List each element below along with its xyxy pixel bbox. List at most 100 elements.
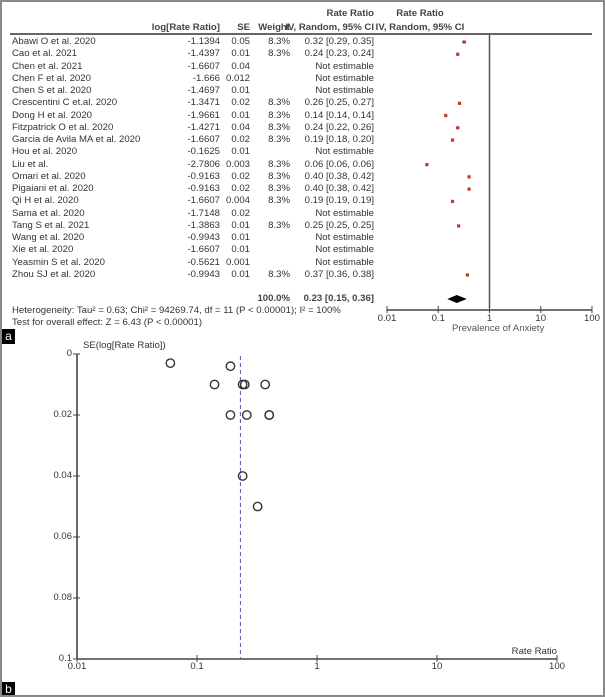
funnel-y-tick-label: 0 <box>66 348 72 359</box>
study-name: Wang et al. 2020 <box>12 232 85 244</box>
standard-error: 0.003 <box>225 158 250 170</box>
standard-error: 0.01 <box>231 85 250 97</box>
standard-error: 0.01 <box>231 244 250 256</box>
point-estimate <box>467 175 471 179</box>
study-name: Zhou SJ et al. 2020 <box>12 268 96 280</box>
standard-error: 0.02 <box>231 183 250 195</box>
rate-ratio-ci: 0.26 [0.25, 0.27] <box>304 97 374 109</box>
rate-ratio-ci: Not estimable <box>315 207 374 219</box>
standard-error: 0.01 <box>231 146 250 158</box>
point-estimate <box>450 138 455 142</box>
log-rate-ratio: -1.6607 <box>187 195 220 207</box>
study-name: Chen S et al. 2020 <box>12 85 92 97</box>
point-estimate <box>457 101 462 105</box>
weight: 8.3% <box>268 121 290 133</box>
log-rate-ratio: -1.6607 <box>187 60 220 72</box>
standard-error: 0.01 <box>231 48 250 60</box>
study-name: Qi H et al. 2020 <box>12 195 79 207</box>
point-estimate <box>444 113 448 118</box>
panel-label-b: b <box>2 682 15 695</box>
study-name: Liu et al. <box>12 158 49 170</box>
standard-error: 0.02 <box>231 134 250 146</box>
study-point <box>225 361 236 372</box>
rate-ratio-ci: Not estimable <box>315 72 374 84</box>
standard-error: 0.05 <box>231 36 250 47</box>
point-estimate <box>450 199 455 203</box>
forest-x-tick-label: 1 <box>486 313 493 324</box>
weight: 8.3% <box>268 195 290 207</box>
log-rate-ratio: -1.3863 <box>187 219 220 231</box>
rate-ratio-ci: 0.40 [0.38, 0.42] <box>304 170 374 182</box>
study-name: Sama et al. 2020 <box>12 207 85 219</box>
funnel-y-tick-label: 0.06 <box>53 531 73 542</box>
rate-ratio-ci: 0.37 [0.36, 0.38] <box>304 268 374 280</box>
rate-ratio-ci: Not estimable <box>315 85 374 97</box>
funnel-x-tick-label: 0.1 <box>190 661 204 672</box>
study-point <box>252 501 263 512</box>
rate-ratio-ci: 0.24 [0.22, 0.26] <box>304 121 374 133</box>
study-name: Omari et al. 2020 <box>12 170 86 182</box>
funnel-x-tick-label: 1 <box>314 661 320 672</box>
funnel-y-axis-label: SE(log[Rate Ratio]) <box>83 340 166 351</box>
heterogeneity-text: Heterogeneity: Tau² = 0.63; Chi² = 94269… <box>12 305 341 316</box>
rate-ratio-ci: 0.06 [0.06, 0.06] <box>304 158 374 170</box>
standard-error: 0.01 <box>231 219 250 231</box>
study-point <box>237 471 248 481</box>
log-rate-ratio: -0.9943 <box>187 268 220 280</box>
study-name: Abawi O et al. 2020 <box>12 36 96 47</box>
study-name: Xie et al. 2020 <box>12 244 74 256</box>
study-point <box>260 379 271 390</box>
funnel-y-tick-label: 0.02 <box>53 409 73 420</box>
panel-label-a: a <box>2 329 15 344</box>
total-weight: 100.0% <box>257 293 290 304</box>
study-point <box>165 358 176 369</box>
pooled-diamond <box>447 295 467 303</box>
study-name: Chen F et al. 2020 <box>12 72 91 84</box>
forest-x-tick-label: 0.01 <box>377 313 397 324</box>
overall-effect-text: Test for overall effect: Z = 6.43 (P < 0… <box>12 317 203 328</box>
log-rate-ratio: -1.6607 <box>187 134 220 146</box>
log-rate-ratio: -0.9943 <box>187 232 220 244</box>
forest-x-tick-label: 0.1 <box>431 313 445 324</box>
rate-ratio-ci: Not estimable <box>315 256 374 268</box>
log-rate-ratio: -0.9163 <box>187 183 220 195</box>
header-rate-ratio: Rate Ratio <box>326 8 374 19</box>
rate-ratio-ci: Not estimable <box>315 60 374 72</box>
rate-ratio-ci: 0.19 [0.19, 0.19] <box>304 195 374 207</box>
rate-ratio-ci: Not estimable <box>315 244 374 256</box>
study-name: Yeasmin S et al. 2020 <box>12 256 105 268</box>
study-name: Fitzpatrick O et al. 2020 <box>12 121 114 133</box>
point-estimate <box>425 163 429 167</box>
standard-error: 0.02 <box>231 170 250 182</box>
rate-ratio-ci: 0.14 [0.14, 0.14] <box>304 109 374 121</box>
log-rate-ratio: -2.7806 <box>187 158 220 170</box>
forest-x-tick-label: 100 <box>583 313 600 324</box>
header-ci-method: IV, Random, 95% CI <box>285 22 374 33</box>
standard-error: 0.01 <box>231 232 250 244</box>
log-rate-ratio: -1.6607 <box>187 244 220 256</box>
rate-ratio-ci: 0.32 [0.29, 0.35] <box>304 36 374 47</box>
study-name: Hou et al. 2020 <box>12 146 78 158</box>
rate-ratio-ci: 0.25 [0.25, 0.25] <box>304 219 374 231</box>
rate-ratio-ci: 0.24 [0.23, 0.24] <box>304 48 374 60</box>
header-se: SE <box>237 22 250 33</box>
funnel-x-tick-label: 100 <box>548 661 565 672</box>
forest-x-tick-label: 10 <box>535 313 547 324</box>
weight: 8.3% <box>268 268 290 280</box>
weight: 8.3% <box>268 97 290 109</box>
funnel-x-axis-label: Rate Ratio <box>511 646 557 657</box>
rate-ratio-ci: 0.19 [0.18, 0.20] <box>304 134 374 146</box>
weight: 8.3% <box>268 109 290 121</box>
weight: 8.3% <box>268 48 290 60</box>
log-rate-ratio: -1.4271 <box>187 121 220 133</box>
point-estimate <box>456 52 460 56</box>
study-point <box>209 379 220 390</box>
study-name: Cao et al. 2021 <box>12 48 78 60</box>
log-rate-ratio: -1.4397 <box>187 48 220 60</box>
funnel-x-tick-label: 10 <box>431 661 443 672</box>
funnel-x-tick-label: 0.01 <box>67 661 87 672</box>
header-plot-rate-ratio: Rate Ratio <box>396 8 444 19</box>
standard-error: 0.01 <box>231 109 250 121</box>
